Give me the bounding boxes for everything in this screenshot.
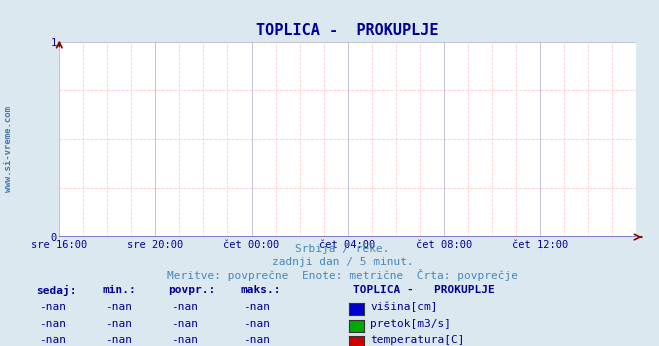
Text: TOPLICA -   PROKUPLJE: TOPLICA - PROKUPLJE — [353, 285, 494, 295]
Text: -nan: -nan — [105, 319, 132, 329]
Text: -nan: -nan — [105, 302, 132, 312]
Title: TOPLICA -  PROKUPLJE: TOPLICA - PROKUPLJE — [256, 22, 439, 38]
Text: višina[cm]: višina[cm] — [370, 302, 438, 312]
Text: temperatura[C]: temperatura[C] — [370, 335, 465, 345]
Text: -nan: -nan — [40, 319, 66, 329]
Text: Srbija / reke.: Srbija / reke. — [295, 244, 390, 254]
Text: min.:: min.: — [102, 285, 136, 295]
Text: -nan: -nan — [40, 302, 66, 312]
Text: -nan: -nan — [171, 302, 198, 312]
Text: Meritve: povprečne  Enote: metrične  Črta: povprečje: Meritve: povprečne Enote: metrične Črta:… — [167, 269, 518, 281]
Text: maks.:: maks.: — [241, 285, 281, 295]
Text: zadnji dan / 5 minut.: zadnji dan / 5 minut. — [272, 257, 414, 267]
Text: -nan: -nan — [171, 319, 198, 329]
Text: -nan: -nan — [40, 335, 66, 345]
Text: pretok[m3/s]: pretok[m3/s] — [370, 319, 451, 329]
Text: -nan: -nan — [244, 335, 270, 345]
Text: -nan: -nan — [244, 302, 270, 312]
Text: -nan: -nan — [171, 335, 198, 345]
Text: sedaj:: sedaj: — [36, 285, 76, 297]
Text: -nan: -nan — [244, 319, 270, 329]
Text: povpr.:: povpr.: — [168, 285, 215, 295]
Text: www.si-vreme.com: www.si-vreme.com — [4, 106, 13, 192]
Text: -nan: -nan — [105, 335, 132, 345]
